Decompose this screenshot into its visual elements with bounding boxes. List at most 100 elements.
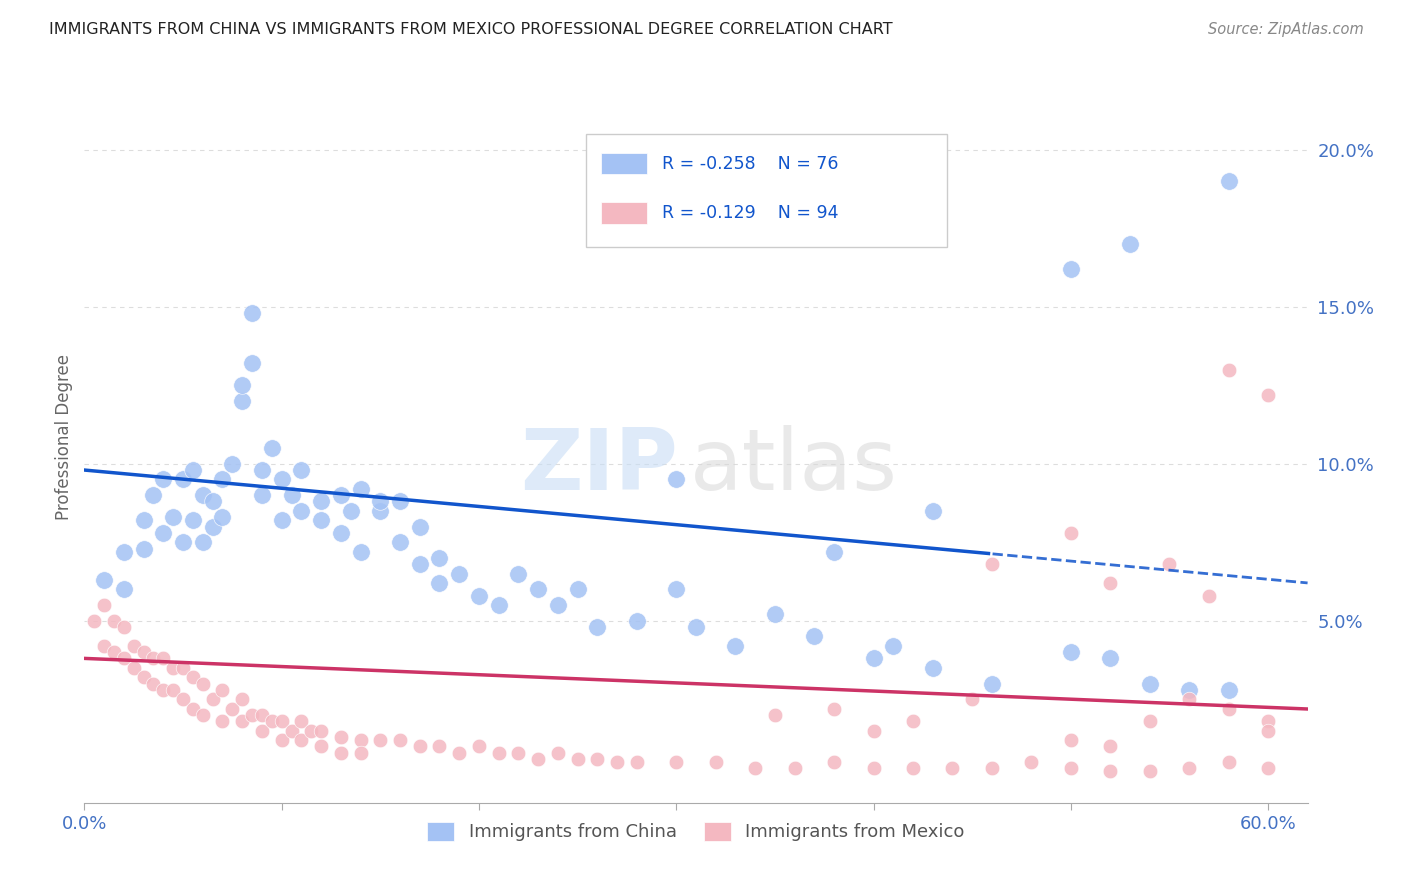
Point — [142, 488, 165, 502]
Point — [329, 525, 352, 540]
Point — [1178, 692, 1201, 706]
Legend: Immigrants from China, Immigrants from Mexico: Immigrants from China, Immigrants from M… — [420, 814, 972, 848]
Point — [349, 746, 371, 760]
Point — [941, 761, 963, 775]
Point — [862, 723, 884, 738]
Point — [1139, 764, 1161, 779]
Point — [606, 755, 628, 769]
Point — [1178, 761, 1201, 775]
Point — [250, 707, 273, 722]
Point — [1257, 387, 1279, 401]
Point — [1060, 761, 1083, 775]
Point — [1119, 237, 1142, 252]
Point — [685, 620, 707, 634]
Point — [1060, 645, 1083, 659]
Point — [763, 607, 786, 622]
Point — [1198, 589, 1220, 603]
Point — [1099, 651, 1122, 665]
Point — [665, 755, 688, 769]
Point — [468, 589, 491, 603]
Point — [260, 441, 283, 455]
Point — [103, 614, 125, 628]
Point — [280, 488, 302, 502]
Point — [162, 661, 184, 675]
Point — [339, 504, 361, 518]
Point — [93, 573, 115, 587]
Point — [221, 701, 243, 715]
Point — [240, 356, 263, 370]
Point — [882, 639, 904, 653]
Point — [368, 733, 391, 747]
Point — [468, 739, 491, 754]
Point — [744, 761, 766, 775]
Point — [409, 558, 432, 572]
Point — [172, 692, 194, 706]
Point — [547, 746, 569, 760]
Point — [1218, 174, 1240, 188]
Point — [231, 692, 253, 706]
Point — [488, 598, 510, 612]
Point — [270, 714, 292, 728]
Point — [901, 761, 924, 775]
Text: atlas: atlas — [690, 425, 898, 508]
Point — [250, 723, 273, 738]
Point — [980, 676, 1002, 690]
Point — [132, 513, 155, 527]
Point — [309, 513, 332, 527]
Point — [349, 482, 371, 496]
Point — [901, 714, 924, 728]
Point — [181, 513, 204, 527]
Point — [349, 733, 371, 747]
Point — [409, 519, 432, 533]
Point — [368, 504, 391, 518]
Point — [191, 535, 214, 549]
Text: ZIP: ZIP — [520, 425, 678, 508]
Point — [862, 761, 884, 775]
Point — [1021, 755, 1043, 769]
Point — [270, 513, 292, 527]
Point — [172, 473, 194, 487]
FancyBboxPatch shape — [600, 202, 647, 224]
Point — [83, 614, 105, 628]
Point — [211, 714, 233, 728]
Point — [93, 639, 115, 653]
Point — [172, 661, 194, 675]
Point — [980, 761, 1002, 775]
Point — [1060, 262, 1083, 277]
Point — [152, 651, 174, 665]
Point — [191, 676, 214, 690]
Point — [803, 629, 825, 643]
Point — [290, 733, 312, 747]
Point — [250, 488, 273, 502]
Point — [862, 651, 884, 665]
Point — [112, 651, 135, 665]
Point — [488, 746, 510, 760]
Point — [783, 761, 806, 775]
Point — [1257, 761, 1279, 775]
Point — [567, 582, 589, 597]
Point — [921, 661, 943, 675]
Point — [231, 394, 253, 409]
Point — [389, 733, 412, 747]
Point — [1178, 682, 1201, 697]
Point — [449, 566, 471, 581]
Text: R = -0.129    N = 94: R = -0.129 N = 94 — [662, 204, 838, 222]
Point — [191, 707, 214, 722]
Point — [290, 714, 312, 728]
Point — [201, 494, 224, 508]
Point — [921, 504, 943, 518]
Point — [329, 488, 352, 502]
Point — [1060, 733, 1083, 747]
Point — [211, 473, 233, 487]
Point — [1218, 682, 1240, 697]
Point — [508, 746, 530, 760]
Point — [823, 544, 845, 558]
Point — [112, 620, 135, 634]
Point — [162, 682, 184, 697]
Point — [508, 566, 530, 581]
Point — [201, 692, 224, 706]
Text: Source: ZipAtlas.com: Source: ZipAtlas.com — [1208, 22, 1364, 37]
Point — [112, 544, 135, 558]
Point — [1218, 362, 1240, 376]
Point — [132, 645, 155, 659]
